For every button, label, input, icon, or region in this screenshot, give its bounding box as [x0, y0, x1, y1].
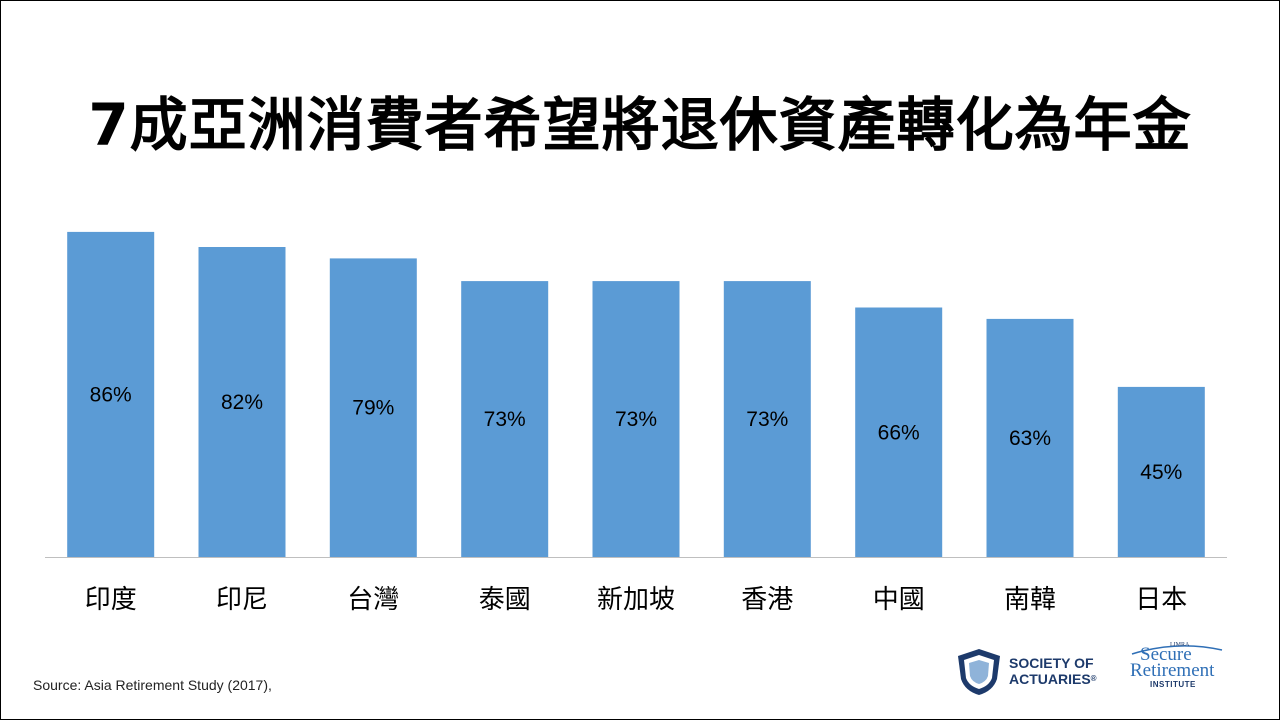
category-label-1: 印度 — [85, 585, 137, 615]
swoosh-icon — [1131, 645, 1223, 655]
bar-7 — [855, 307, 943, 557]
data-label-9: 45% — [1140, 461, 1182, 484]
category-label-4: 泰國 — [479, 585, 531, 615]
category-label-6: 香港 — [741, 585, 793, 615]
bar-2 — [198, 247, 286, 557]
source-note: Source: Asia Retirement Study (2017), — [33, 677, 272, 693]
data-label-7: 66% — [878, 421, 920, 444]
soa-wordmark: SOCIETY OF ACTUARIES® — [1009, 655, 1097, 687]
soa-line-1: SOCIETY OF — [1009, 655, 1094, 671]
soa-line-2: ACTUARIES® — [1009, 671, 1097, 687]
category-label-8: 南韓 — [1004, 585, 1056, 615]
category-label-5: 新加坡 — [597, 585, 675, 615]
data-label-4: 73% — [484, 408, 526, 431]
secure-retirement-institute-logo: LIMRA Secure Retirement INSTITUTE — [1122, 640, 1232, 700]
data-label-8: 63% — [1009, 427, 1051, 450]
sri-limra: LIMRA — [1170, 642, 1190, 648]
data-label-3: 79% — [352, 397, 394, 420]
category-label-9: 日本 — [1135, 585, 1187, 615]
bar-6 — [723, 281, 811, 557]
soa-shield-icon — [958, 649, 1000, 695]
bar-5 — [592, 281, 680, 557]
bar-4 — [461, 281, 549, 557]
data-label-1: 86% — [90, 384, 132, 407]
bar-1 — [67, 231, 155, 557]
chart-title: 7成亞洲消費者希望將退休資產轉化為年金 — [88, 91, 1192, 159]
soa-logo: SOCIETY OF ACTUARIES® — [955, 645, 1105, 697]
category-label-3: 台灣 — [347, 585, 399, 615]
sri-line-2: Retirement — [1130, 660, 1215, 681]
category-label-7: 中國 — [873, 585, 925, 615]
bar-3 — [329, 258, 417, 557]
bar-8 — [986, 318, 1074, 557]
data-label-5: 73% — [615, 408, 657, 431]
data-label-6: 73% — [746, 408, 788, 431]
category-label-2: 印尼 — [216, 585, 268, 615]
sri-line-1: Secure — [1140, 644, 1192, 665]
bar-9 — [1117, 386, 1205, 557]
sri-line-3: INSTITUTE — [1150, 680, 1196, 689]
data-label-2: 82% — [221, 391, 263, 414]
